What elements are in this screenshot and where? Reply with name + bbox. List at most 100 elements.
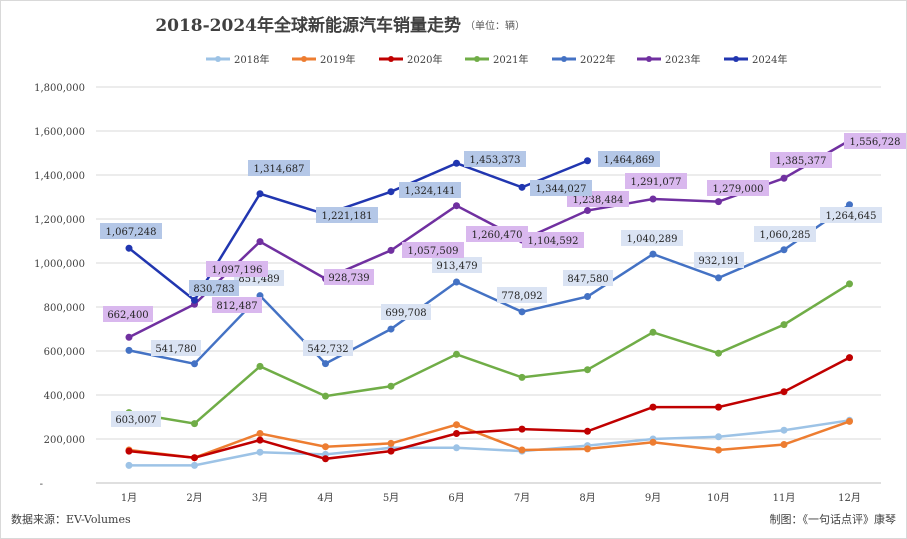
data-point [453, 444, 460, 452]
data-point [387, 439, 395, 447]
data-label: 932,191 [694, 252, 744, 268]
data-point [125, 244, 133, 252]
legend-item: 2023年 [637, 53, 700, 66]
data-label-bg [399, 182, 461, 198]
credit-note: 制图：《一句话点评》康琴 [770, 512, 897, 526]
data-label: 778,092 [497, 287, 547, 303]
y-tick-label: 1,200,000 [34, 215, 85, 226]
data-point [715, 349, 722, 357]
data-label-bg [103, 306, 153, 322]
data-label: 542,732 [303, 340, 353, 356]
data-point [846, 354, 853, 362]
data-label-bg [466, 226, 528, 242]
data-label-bg [563, 270, 613, 286]
data-point [256, 448, 264, 456]
data-label: 830,783 [189, 280, 239, 296]
legend-label: 2021年 [493, 53, 528, 66]
data-point [780, 246, 788, 254]
x-tick-label: 3月 [252, 492, 268, 504]
data-point [191, 420, 198, 428]
data-label-bg [621, 230, 683, 246]
data-label: 1,221,181 [316, 207, 378, 223]
data-label-text: 699,708 [385, 308, 426, 319]
data-label: 603,007 [111, 411, 161, 427]
data-point [322, 392, 329, 400]
data-label-bg [206, 261, 268, 277]
data-point [387, 188, 395, 196]
data-label: 699,708 [381, 304, 431, 320]
data-label-text: 1,097,196 [212, 265, 263, 276]
data-point [453, 430, 460, 437]
data-point [125, 333, 133, 341]
data-point [191, 454, 198, 462]
data-point [322, 360, 329, 368]
data-label: 913,479 [432, 257, 482, 273]
data-label-bg [151, 340, 201, 356]
data-point [780, 174, 788, 182]
data-label-text: 1,260,470 [472, 230, 523, 241]
data-label-bg [522, 232, 584, 248]
data-point [191, 461, 198, 469]
data-point [780, 441, 788, 448]
data-point [453, 350, 460, 358]
source-note: 数据来源：EV-Volumes [11, 512, 131, 526]
series-2021年 [125, 280, 853, 428]
data-point [780, 321, 788, 329]
series-line [128, 282, 851, 425]
series-line [128, 139, 851, 339]
legend-label: 2023年 [665, 53, 700, 66]
data-label-text: 1,464,869 [604, 155, 655, 166]
data-point [387, 447, 395, 455]
legend-label: 2018年 [234, 53, 269, 66]
data-point [715, 403, 722, 411]
y-tick-label: 600,000 [44, 347, 85, 358]
legend-marker [646, 56, 652, 62]
data-label: 847,580 [563, 270, 613, 286]
data-label: 1,264,645 [820, 207, 882, 223]
data-label-bg [316, 207, 378, 223]
data-point [846, 417, 853, 425]
data-label-text: 1,057,509 [408, 246, 459, 257]
data-label: 1,097,196 [206, 261, 268, 277]
data-point [649, 250, 657, 258]
data-point [584, 427, 591, 435]
data-point [584, 445, 591, 453]
y-tick-label: 1,400,000 [34, 171, 85, 182]
x-tick-label: 12月 [838, 492, 861, 504]
legend-marker [474, 56, 480, 62]
data-point [256, 436, 264, 444]
data-label-bg [844, 133, 906, 149]
x-tick-label: 10月 [707, 492, 730, 504]
data-label-text: 1,314,687 [254, 164, 305, 175]
data-label-text: 1,060,285 [760, 230, 811, 241]
data-label-bg [303, 340, 353, 356]
data-label-text: 1,264,645 [826, 211, 877, 222]
data-point [649, 403, 657, 411]
data-point [453, 421, 460, 429]
data-point [256, 362, 264, 370]
x-tick-label: 11月 [773, 492, 796, 504]
x-tick-label: 5月 [383, 492, 399, 504]
legend-label: 2022年 [580, 53, 615, 66]
data-label-text: 542,732 [307, 344, 348, 355]
data-label: 1,067,248 [100, 223, 162, 239]
data-label: 541,780 [151, 340, 201, 356]
data-label-text: 1,040,289 [627, 234, 678, 245]
data-label: 928,739 [324, 269, 374, 285]
x-tick-label: 7月 [514, 492, 530, 504]
data-point [518, 373, 526, 381]
data-label-text: 1,238,484 [573, 195, 624, 206]
data-point [256, 190, 264, 198]
data-label-text: 1,291,077 [631, 177, 682, 188]
data-label: 1,464,869 [598, 151, 660, 167]
data-label-bg [189, 280, 239, 296]
y-tick-label: 1,600,000 [34, 127, 85, 138]
data-point [453, 278, 460, 286]
data-label-bg [324, 269, 374, 285]
data-label-text: 1,279,000 [713, 184, 764, 195]
data-label: 1,104,592 [522, 232, 584, 248]
data-label: 1,260,470 [466, 226, 528, 242]
data-point [780, 388, 788, 396]
data-point [518, 183, 526, 191]
